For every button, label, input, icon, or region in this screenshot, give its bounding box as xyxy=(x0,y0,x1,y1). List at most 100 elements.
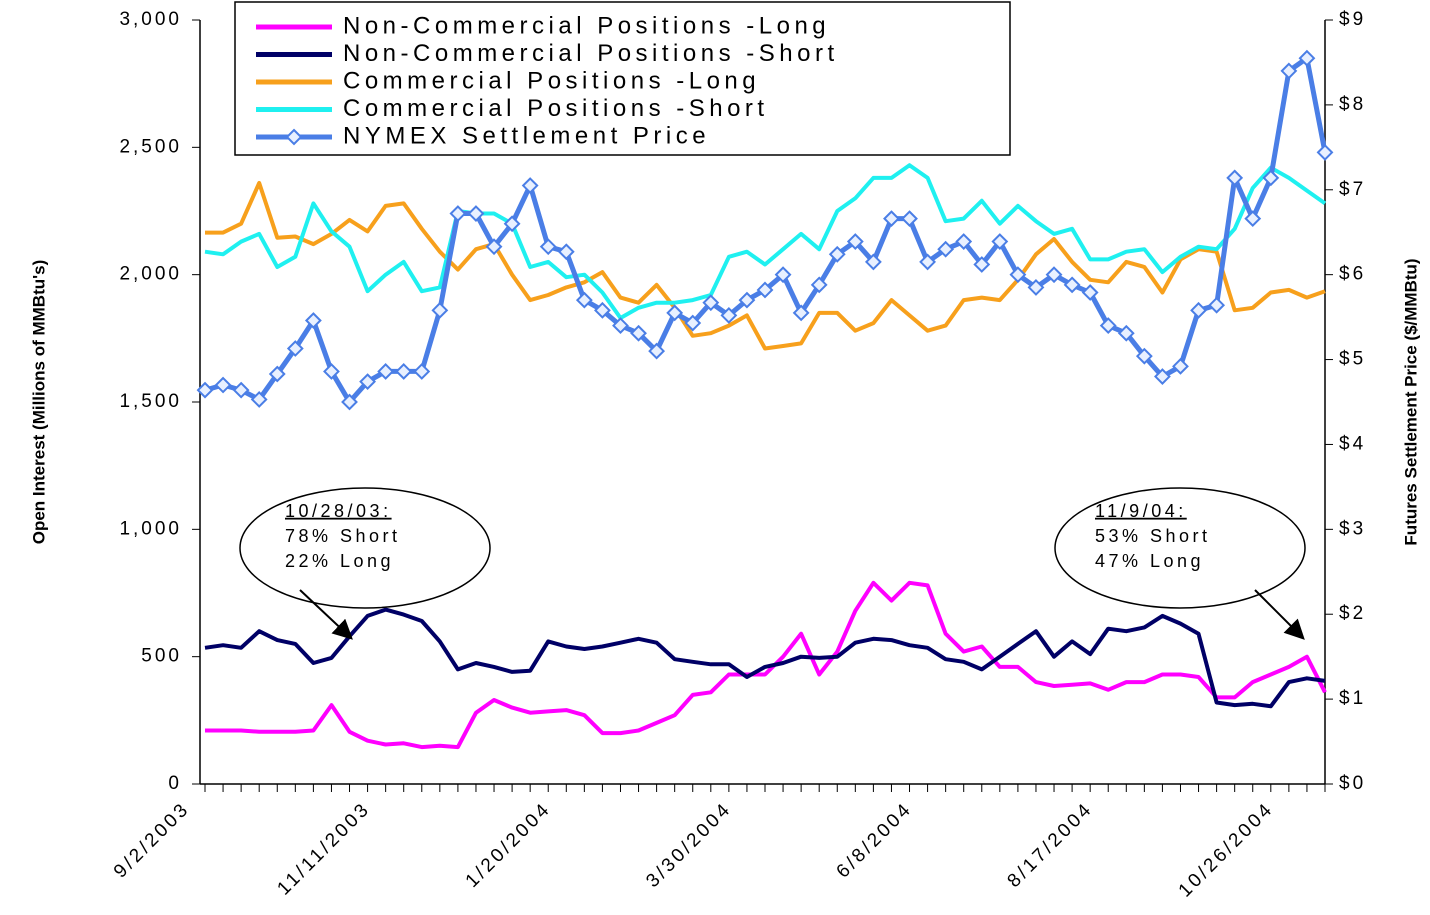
price-marker xyxy=(1099,317,1117,335)
price-marker xyxy=(539,238,557,256)
price-marker xyxy=(250,391,268,408)
price-marker xyxy=(774,266,792,284)
price-marker xyxy=(1208,296,1226,314)
annotation-bubble xyxy=(239,487,491,609)
price-marker xyxy=(720,306,738,324)
y-tick-label: 2,000 xyxy=(119,264,182,285)
series-line xyxy=(205,181,1326,351)
price-marker xyxy=(973,256,991,273)
legend-label: Commercial Positions -Long xyxy=(343,67,760,94)
y2-tick-label: $5 xyxy=(1339,349,1366,370)
price-marker xyxy=(937,240,955,258)
price-marker xyxy=(810,276,828,294)
annotation-text: 11/9/04: xyxy=(1095,501,1187,521)
price-marker xyxy=(702,294,720,312)
price-marker xyxy=(846,233,864,250)
y-tick-label: 1,500 xyxy=(119,391,182,412)
y2-tick-label: $9 xyxy=(1339,9,1366,30)
price-marker xyxy=(1135,347,1153,365)
y-tick-label: 3,000 xyxy=(119,9,182,30)
x-tick-label: 10/26/2004 xyxy=(1175,798,1278,901)
annotation-text: 78% Short xyxy=(285,526,401,546)
y2-tick-label: $0 xyxy=(1339,773,1366,794)
price-marker xyxy=(268,365,286,383)
price-marker xyxy=(666,304,684,322)
price-marker xyxy=(1244,210,1262,228)
y2-tick-label: $6 xyxy=(1339,264,1366,285)
price-marker xyxy=(594,301,611,319)
price-marker xyxy=(828,245,846,263)
price-marker xyxy=(359,373,376,391)
price-marker xyxy=(377,363,395,380)
price-marker xyxy=(1190,301,1207,319)
y2-axis-title: Futures Settlement Price ($/MMBtu) xyxy=(1401,258,1420,545)
price-marker xyxy=(1117,324,1135,342)
legend-label: Non-Commercial Positions -Long xyxy=(343,12,830,39)
legend-marker xyxy=(285,128,303,146)
x-tick-label: 3/30/2004 xyxy=(642,798,736,892)
price-marker xyxy=(575,291,593,309)
price-marker xyxy=(1045,266,1063,284)
price-marker xyxy=(792,304,810,322)
price-marker xyxy=(919,253,936,271)
price-marker xyxy=(738,291,756,309)
price-marker xyxy=(395,363,413,380)
price-marker xyxy=(1172,357,1189,375)
x-tick-label: 6/8/2004 xyxy=(833,798,917,882)
legend-box xyxy=(234,1,1011,156)
x-tick-label: 11/11/2003 xyxy=(273,798,374,899)
y2-tick-label: $4 xyxy=(1339,433,1366,454)
annotation-text: 47% Long xyxy=(1095,551,1204,571)
x-tick-label: 9/2/2003 xyxy=(110,798,194,882)
y2-tick-label: $3 xyxy=(1339,518,1366,539)
price-marker xyxy=(630,324,647,342)
annotation-bubble xyxy=(1054,487,1306,609)
price-marker xyxy=(864,253,882,271)
annotation-arrow xyxy=(1254,589,1305,640)
x-tick-label: 8/17/2004 xyxy=(1004,798,1098,892)
y2-tick-label: $8 xyxy=(1339,94,1366,115)
x-tick-label: 1/20/2004 xyxy=(462,798,556,892)
y2-tick-label: $1 xyxy=(1339,688,1366,709)
y-tick-label: 2,500 xyxy=(119,136,182,157)
price-marker xyxy=(1280,62,1298,80)
price-marker xyxy=(883,210,900,228)
price-marker xyxy=(413,363,431,380)
series-line xyxy=(204,163,1327,320)
price-marker xyxy=(684,314,702,332)
price-marker xyxy=(449,205,467,222)
legend-label: Non-Commercial Positions -Short xyxy=(343,40,839,67)
price-marker xyxy=(756,281,774,299)
y-tick-label: 500 xyxy=(141,646,182,667)
y-tick-label: 0 xyxy=(168,773,182,794)
price-marker xyxy=(431,301,449,319)
price-marker xyxy=(1262,169,1280,187)
price-marker xyxy=(1298,49,1316,67)
price-marker xyxy=(612,317,629,335)
series-line xyxy=(204,607,1326,709)
price-marker xyxy=(196,381,214,399)
legend-label: NYMEX Settlement Price xyxy=(343,122,710,149)
price-marker xyxy=(557,243,575,261)
price-marker xyxy=(503,215,521,233)
price-marker xyxy=(467,205,485,222)
price-marker xyxy=(1027,278,1045,296)
price-marker xyxy=(323,363,340,380)
y-tick-label: 1,000 xyxy=(119,518,182,539)
y-axis-title: Open Interest (Millions of MMBtu's) xyxy=(29,260,48,545)
price-marker xyxy=(214,376,232,394)
price-marker xyxy=(286,340,304,357)
price-marker xyxy=(991,233,1009,250)
annotation: 10/28/03: 78% Short 22% Long xyxy=(239,487,491,640)
annotation: 11/9/04: 53% Short 47% Long xyxy=(1054,487,1306,640)
annotation-text: 22% Long xyxy=(285,551,394,571)
price-marker xyxy=(648,342,666,360)
price-marker xyxy=(1316,144,1334,161)
series-line xyxy=(205,580,1327,750)
price-marker xyxy=(901,210,918,228)
price-marker xyxy=(1154,368,1171,385)
annotation-arrow xyxy=(299,589,353,640)
y2-tick-label: $2 xyxy=(1339,603,1366,624)
price-marker xyxy=(232,381,250,399)
